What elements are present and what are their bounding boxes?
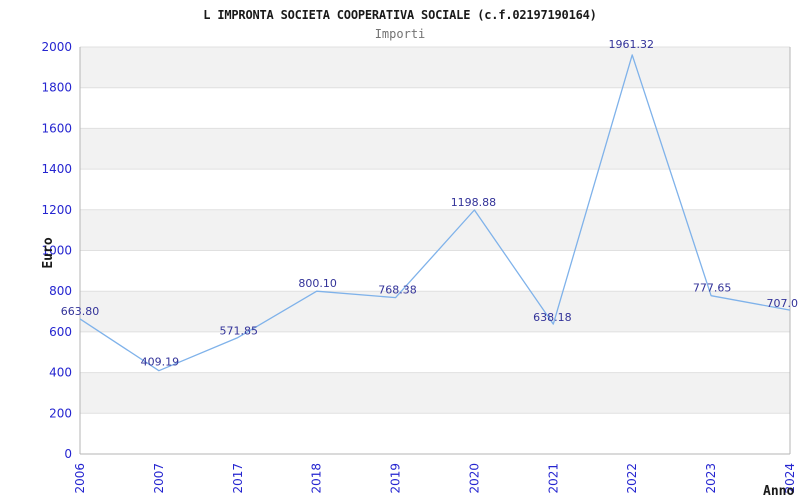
plot-band [80, 372, 790, 414]
plot-band [80, 209, 790, 251]
y-tick-label: 2000 [41, 40, 72, 54]
plot-band [80, 291, 790, 332]
y-tick-label: 200 [49, 406, 72, 420]
point-label: 409.19 [141, 356, 180, 369]
x-tick-label: 2019 [389, 463, 403, 494]
x-axis-title: Anno [763, 484, 794, 499]
plot-band [80, 47, 790, 88]
x-tick-label: 2007 [152, 463, 166, 494]
y-tick-label: 1000 [41, 244, 72, 258]
x-tick-label: 2022 [625, 463, 639, 494]
point-label: 1961.32 [608, 38, 654, 51]
point-label: 1198.88 [451, 196, 497, 209]
x-tick-label: 2006 [73, 463, 87, 494]
y-tick-label: 0 [64, 447, 72, 461]
series-line [79, 54, 791, 372]
y-tick-label: 600 [49, 325, 72, 339]
chart-subtitle: Importi [375, 27, 426, 41]
x-tick-label: 2023 [704, 463, 718, 494]
chart-title: L IMPRONTA SOCIETA COOPERATIVA SOCIALE (… [203, 8, 596, 22]
point-label: 768.38 [378, 284, 417, 297]
y-tick-label: 1400 [41, 162, 72, 176]
plot-area: 0 200 400 600 800 1000 1200 1400 1600 1800 2000 200… [41, 38, 798, 494]
point-label: 638.18 [533, 311, 572, 324]
plot-band [80, 128, 790, 170]
y-tick-label: 1800 [41, 81, 72, 95]
x-tick-label: 2024 [783, 463, 797, 494]
y-axis-title: Euro [41, 237, 56, 268]
y-tick-label: 800 [49, 284, 72, 298]
x-tick-label: 2021 [546, 463, 560, 494]
x-tick-label: 2020 [467, 463, 481, 494]
point-label: 571.85 [220, 325, 259, 338]
x-tick-label: 2017 [231, 463, 245, 494]
y-tick-label: 1200 [41, 203, 72, 217]
point-label: 800.10 [298, 277, 337, 290]
point-label: 663.80 [61, 305, 100, 318]
x-tick-label: 2018 [310, 463, 324, 494]
y-tick-label: 1600 [41, 121, 72, 135]
y-tick-label: 400 [49, 366, 72, 380]
point-label: 777.65 [693, 282, 732, 295]
point-label: 707.0 [767, 297, 799, 310]
